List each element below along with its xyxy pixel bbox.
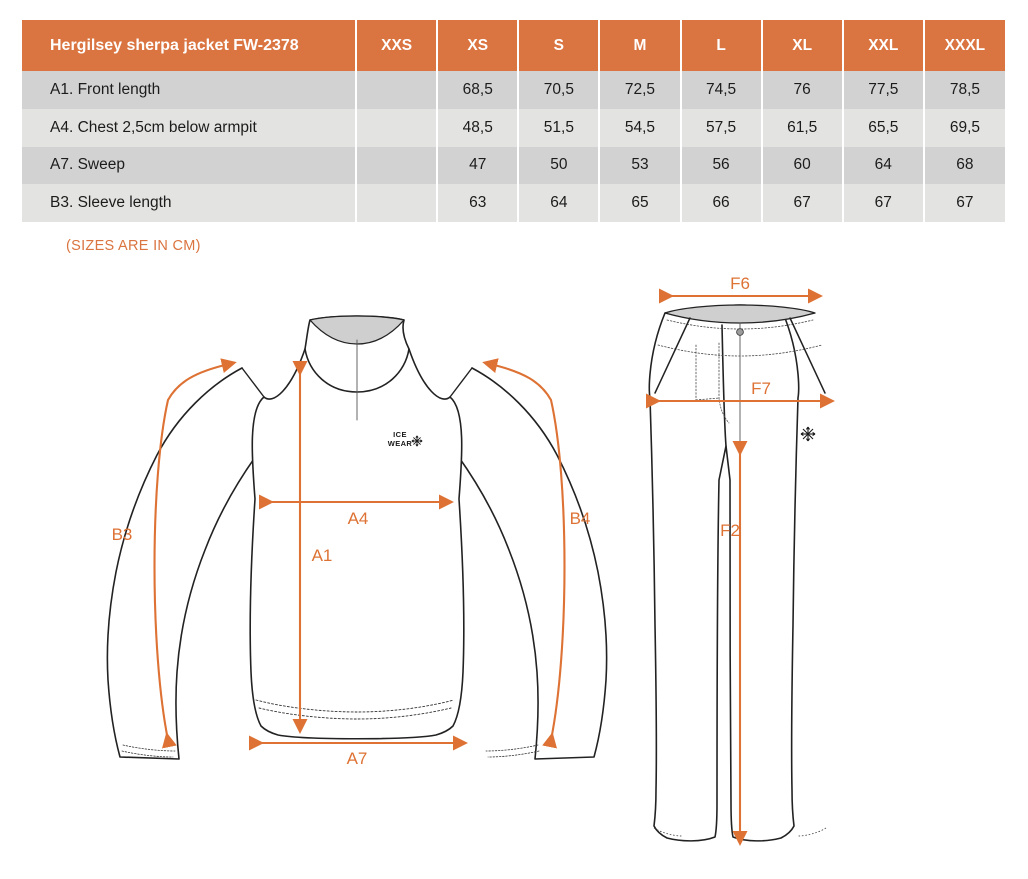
svg-text:A7: A7 xyxy=(347,749,368,768)
svg-text:WEAR: WEAR xyxy=(388,439,413,448)
svg-text:A1: A1 xyxy=(312,546,333,565)
svg-text:B4: B4 xyxy=(570,509,591,528)
svg-text:B3: B3 xyxy=(112,525,133,544)
svg-text:F6: F6 xyxy=(730,274,750,293)
svg-text:ICE: ICE xyxy=(393,430,407,439)
svg-text:F2: F2 xyxy=(720,521,740,540)
svg-text:F7: F7 xyxy=(751,379,771,398)
svg-text:A4: A4 xyxy=(348,509,369,528)
